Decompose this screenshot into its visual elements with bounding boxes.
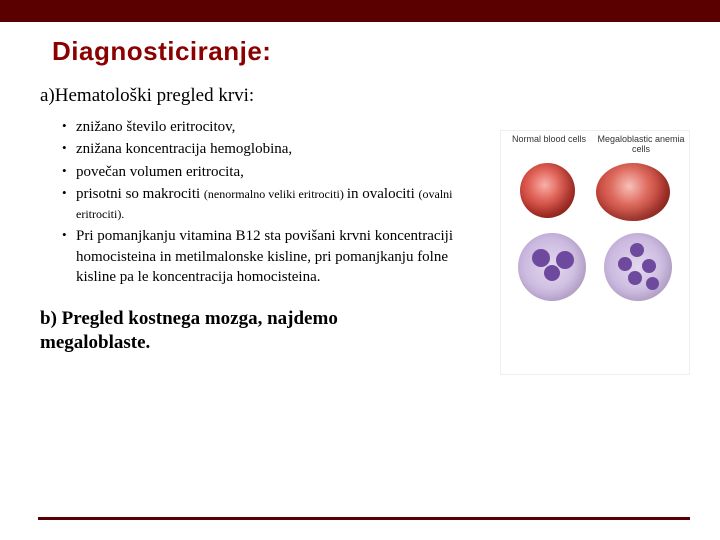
bullet-text: povečan volumen eritrocita, bbox=[76, 164, 244, 180]
bottom-divider bbox=[38, 517, 690, 520]
section-b-heading: b) Pregled kostnega mozga, najdemo megal… bbox=[40, 307, 410, 355]
blood-cells-illustration: Normal blood cells Megaloblastic anemia … bbox=[500, 130, 690, 375]
wbc-normal-icon bbox=[518, 233, 586, 301]
bullet-text: znižana koncentracija hemoglobina, bbox=[76, 141, 292, 157]
top-bar bbox=[0, 0, 720, 22]
rbc-row bbox=[501, 157, 689, 227]
list-item: prisotni so makrociti (nenormalno veliki… bbox=[62, 184, 462, 225]
list-item: povečan volumen eritrocita, bbox=[62, 162, 462, 182]
wbc-megaloblastic-icon bbox=[604, 233, 672, 301]
bullet-list: znižano število eritrocitov, znižana kon… bbox=[62, 117, 462, 287]
section-a-heading: a)Hematološki pregled krvi: bbox=[40, 85, 682, 107]
rbc-normal-icon bbox=[520, 163, 575, 218]
list-item: Pri pomanjkanju vitamina B12 sta povišan… bbox=[62, 226, 462, 287]
bullet-text: prisotni so makrociti bbox=[76, 186, 204, 202]
bullet-text: in ovalociti bbox=[347, 186, 419, 202]
list-item: znižano število eritrocitov, bbox=[62, 117, 462, 137]
bullet-text: znižano število eritrocitov, bbox=[76, 119, 235, 135]
bullet-subtext: (nenormalno veliki eritrociti) bbox=[204, 187, 347, 201]
list-item: znižana koncentracija hemoglobina, bbox=[62, 139, 462, 159]
wbc-row bbox=[501, 227, 689, 307]
bullet-text: Pri pomanjkanju vitamina B12 sta povišan… bbox=[76, 228, 453, 285]
label-normal: Normal blood cells bbox=[505, 135, 593, 155]
label-megaloblastic: Megaloblastic anemia cells bbox=[597, 135, 685, 155]
illustration-labels: Normal blood cells Megaloblastic anemia … bbox=[501, 131, 689, 157]
slide-title: Diagnosticiranje: bbox=[52, 36, 682, 67]
rbc-megaloblastic-icon bbox=[596, 163, 670, 221]
